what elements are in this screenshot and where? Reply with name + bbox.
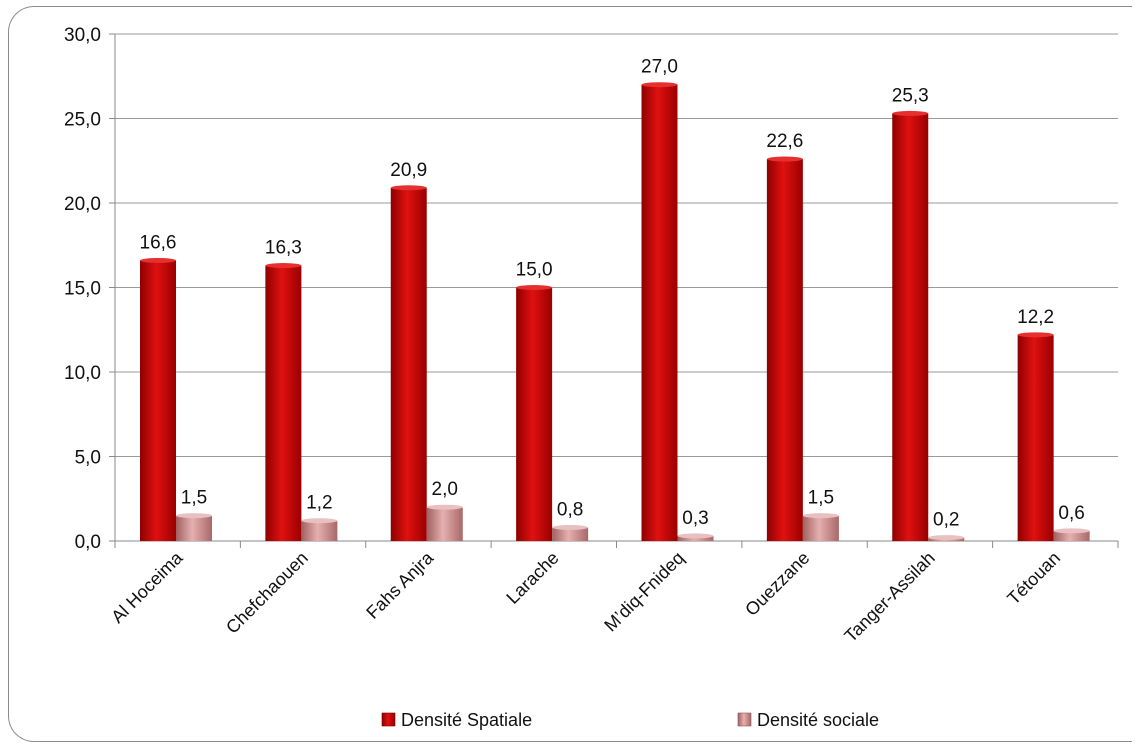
bar-spatiale [390,187,427,542]
bar-spatiale [892,113,929,542]
y-tick-label: 5,0 [75,448,101,469]
data-label: 12,2 [1017,307,1054,328]
bar-top [301,518,338,524]
legend-label: Densité sociale [757,710,879,730]
category-label: Fahs Anjra [362,547,438,623]
y-tick-label: 15,0 [64,279,101,300]
data-label: 1,5 [181,488,207,509]
bar-sociale [426,507,463,541]
bar-spatiale [641,84,678,541]
data-label: 0,8 [557,499,583,520]
data-labels: 16,6 16,3 20,9 15,0 27,0 22,6 25,3 12,2 1,5 1,2 2,… [140,57,1085,531]
bars [140,82,1090,542]
bar-top [928,535,965,541]
bar-spatiale [516,287,553,541]
bar-top [390,185,427,191]
bar-top [677,533,714,539]
bar-spatiale [140,260,176,541]
data-label: 1,5 [808,488,834,509]
y-tick-label: 25,0 [64,110,101,131]
bar-top [802,513,839,519]
y-tick-label: 0,0 [75,532,101,553]
category-label: Larache [502,548,562,608]
legend-label: Densité Spatiale [401,710,532,730]
data-label: 0,6 [1058,503,1084,524]
bar-sociale [1053,530,1090,541]
data-label: 0,2 [933,510,959,531]
legend-swatch [381,712,396,727]
data-label: 27,0 [641,57,678,78]
bar-spatiale [1017,334,1054,541]
data-label: 16,3 [265,238,302,259]
bar-top [426,504,463,510]
data-label: 20,9 [390,160,427,181]
bar-sociale [176,515,212,541]
bar-spatiale [766,159,803,541]
category-label: Chefchaouen [222,548,312,638]
data-label: 1,2 [306,493,332,514]
data-label: 25,3 [892,85,929,106]
category-label: Ouezzane [741,548,813,620]
bar-top [892,110,929,116]
data-label: 22,6 [766,131,803,152]
bar-top [516,285,553,290]
y-tick-label: 30,0 [64,25,101,46]
data-label: 16,6 [140,232,177,253]
category-label: Al Hoceima [107,547,187,627]
bar-spatiale [265,265,302,541]
bar-top [176,513,212,519]
bar-sociale [802,515,839,541]
bar-top [140,257,176,263]
bar-top [1053,528,1090,534]
axes: 0,0 5,0 10,0 15,0 20,0 25,0 30,0 [64,25,1119,553]
bar-sociale [552,527,589,541]
category-label: Tétouan [1003,548,1064,609]
data-label: 15,0 [516,260,553,281]
bar-top [641,82,678,88]
legend-swatch [737,712,752,727]
bar-top [552,524,589,530]
bar-top [265,263,302,269]
legend: Densité Spatiale Densité sociale [381,710,879,730]
category-labels: Al Hoceima Chefchaouen Fahs Anjra Larache M’… [107,547,1064,646]
bar-top [766,156,803,162]
category-label: M’diq-Fnideq [600,548,688,636]
category-label: Tanger-Assilah [840,548,938,646]
chart-frame [8,6,1132,742]
bar-sociale [677,535,714,541]
data-label: 2,0 [432,479,458,500]
y-tick-label: 20,0 [64,194,101,215]
y-tick-label: 10,0 [64,363,101,384]
bar-sociale [301,520,338,541]
data-label: 0,3 [682,508,708,529]
bar-top [1017,332,1054,338]
